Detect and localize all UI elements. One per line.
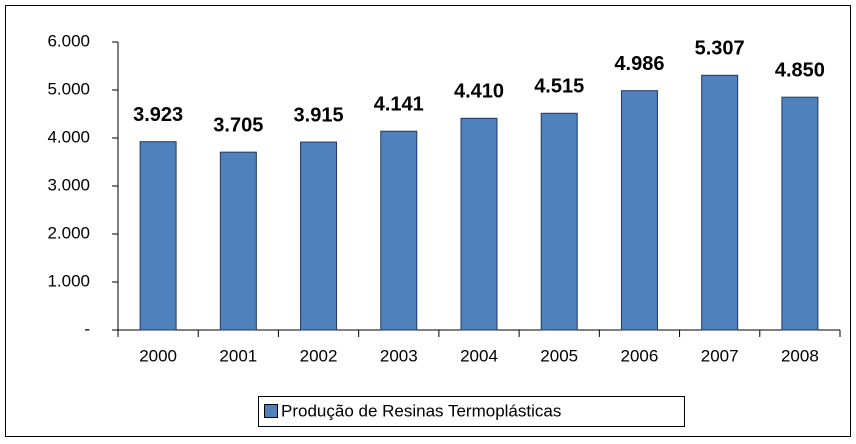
y-tick-label: 6.000 — [47, 31, 90, 50]
bar — [380, 130, 418, 331]
x-tick-label: 2005 — [540, 346, 578, 365]
x-tick-label: 2002 — [300, 346, 338, 365]
value-label: 4.850 — [775, 59, 825, 81]
bar — [620, 90, 658, 331]
value-label: 3.923 — [133, 104, 183, 126]
bar — [781, 96, 819, 331]
x-tick-label: 2006 — [621, 346, 659, 365]
y-tick-label: 2.000 — [47, 223, 90, 242]
value-label: 4.986 — [614, 53, 664, 75]
y-tick-label: 1.000 — [47, 271, 90, 290]
y-tick-label: 4.000 — [47, 127, 90, 146]
x-tick-label: 2003 — [380, 346, 418, 365]
bar — [219, 151, 257, 331]
legend-box — [258, 396, 685, 427]
x-tick-label: 2000 — [139, 346, 177, 365]
bar — [701, 74, 739, 331]
value-label: 3.705 — [213, 114, 263, 136]
bar — [300, 141, 338, 331]
value-label: 4.515 — [534, 76, 584, 98]
y-tick-label: 3.000 — [47, 175, 90, 194]
y-tick-label: 5.000 — [47, 79, 90, 98]
value-label: 4.410 — [454, 81, 504, 103]
legend-swatch — [264, 404, 278, 418]
value-label: 3.915 — [294, 104, 344, 126]
value-label: 5.307 — [695, 38, 745, 60]
bar — [139, 141, 177, 331]
legend-label: Produção de Resinas Termoplásticas — [281, 401, 561, 420]
x-tick-label: 2007 — [701, 346, 739, 365]
bar — [540, 112, 578, 331]
x-tick-label: 2004 — [460, 346, 498, 365]
y-tick-label: - — [84, 319, 90, 338]
bar — [460, 117, 498, 331]
x-tick-label: 2001 — [219, 346, 257, 365]
x-tick-label: 2008 — [781, 346, 819, 365]
value-label: 4.141 — [374, 94, 424, 116]
